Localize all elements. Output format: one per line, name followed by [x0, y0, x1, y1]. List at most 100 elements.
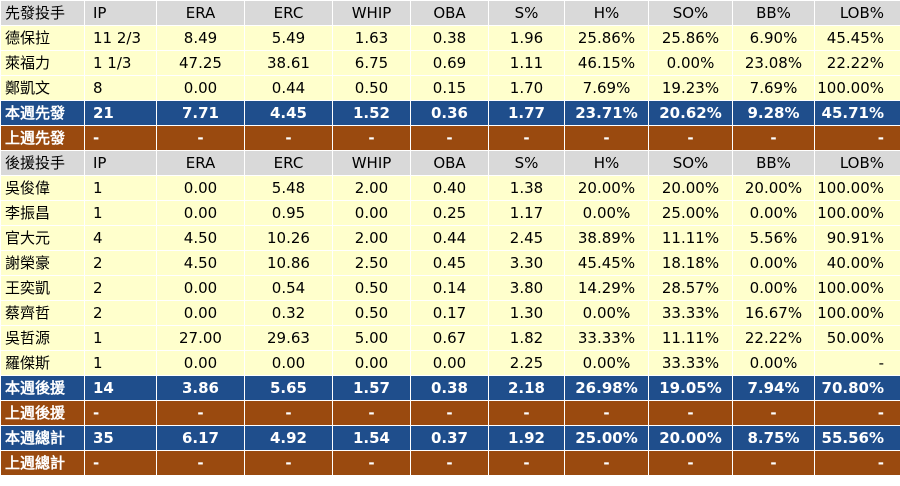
so-cell: 28.57% [648, 275, 733, 301]
reliever-row: 李振昌 1 0.00 0.95 0.00 0.25 1.17 0.00% 25.00% 0.00%… [0, 200, 900, 226]
ip-cell: 35 [84, 425, 157, 451]
oba-cell: 0.67 [410, 325, 489, 351]
ip-cell: 1 [84, 200, 157, 226]
ip-cell: 2 [84, 275, 157, 301]
relievers-prev-week-row: 上週後援 - - - - - - - - - - [0, 400, 900, 426]
h-cell: 0.00% [564, 200, 649, 226]
s-cell: 1.96 [488, 25, 565, 51]
lob-cell: 100.00% [814, 300, 900, 326]
row-label: 本週後援 [0, 375, 85, 401]
starter-row: 德保拉 11 2/3 8.49 5.49 1.63 0.38 1.96 25.86% 25.86… [0, 25, 900, 51]
bb-cell: 9.28% [732, 100, 815, 126]
row-label: 謝榮豪 [0, 250, 85, 276]
oba-cell: 0.38 [410, 25, 489, 51]
h-cell: 33.33% [564, 325, 649, 351]
bb-cell: - [732, 450, 815, 476]
era-cell: 0.00 [156, 175, 245, 201]
s-cell: - [488, 400, 565, 426]
so-cell: 18.18% [648, 250, 733, 276]
bb-cell: 7.69% [732, 75, 815, 101]
whip-cell: - [332, 450, 411, 476]
so-cell: 20.00% [648, 175, 733, 201]
column-header-oba: OBA [410, 0, 489, 26]
so-cell: 20.62% [648, 100, 733, 126]
oba-cell: 0.38 [410, 375, 489, 401]
bb-cell: 5.56% [732, 225, 815, 251]
column-header-whip: WHIP [332, 0, 411, 26]
starters-week-total-row: 本週先發 21 7.71 4.45 1.52 0.36 1.77 23.71% 20.62% 9.… [0, 100, 900, 126]
reliever-row: 王奕凱 2 0.00 0.54 0.50 0.14 3.80 14.29% 28.57% 0.00… [0, 275, 900, 301]
oba-cell: 0.45 [410, 250, 489, 276]
whip-cell: 0.00 [332, 200, 411, 226]
oba-cell: 0.17 [410, 300, 489, 326]
column-header-lob: LOB% [814, 0, 900, 26]
era-cell: 0.00 [156, 200, 245, 226]
reliever-row: 蔡齊哲 2 0.00 0.32 0.50 0.17 1.30 0.00% 33.33% 16.67… [0, 300, 900, 326]
column-header-h: H% [564, 150, 649, 176]
s-cell: 2.45 [488, 225, 565, 251]
s-cell: 1.30 [488, 300, 565, 326]
starter-row: 鄭凱文 8 0.00 0.44 0.50 0.15 1.70 7.69% 19.23% 7.69%… [0, 75, 900, 101]
lob-cell: - [814, 125, 900, 151]
bb-cell: - [732, 125, 815, 151]
row-label: 官大元 [0, 225, 85, 251]
so-cell: 33.33% [648, 350, 733, 376]
so-cell: 33.33% [648, 300, 733, 326]
erc-cell: 5.48 [244, 175, 333, 201]
column-header-lob: LOB% [814, 150, 900, 176]
era-cell: 0.00 [156, 275, 245, 301]
erc-cell: 5.49 [244, 25, 333, 51]
reliever-row: 吳哲源 1 27.00 29.63 5.00 0.67 1.82 33.33% 11.11% 22… [0, 325, 900, 351]
column-header-erc: ERC [244, 150, 333, 176]
whip-cell: - [332, 125, 411, 151]
whip-cell: 0.50 [332, 275, 411, 301]
lob-cell: 70.80% [814, 375, 900, 401]
bb-cell: 7.94% [732, 375, 815, 401]
column-header-h: H% [564, 0, 649, 26]
column-header-s: S% [488, 0, 565, 26]
so-cell: 11.11% [648, 325, 733, 351]
h-cell: 26.98% [564, 375, 649, 401]
era-cell: 0.00 [156, 75, 245, 101]
oba-cell: 0.36 [410, 100, 489, 126]
s-cell: 2.25 [488, 350, 565, 376]
so-cell: 11.11% [648, 225, 733, 251]
oba-cell: - [410, 450, 489, 476]
column-header-ip: IP [84, 0, 157, 26]
erc-cell: 4.92 [244, 425, 333, 451]
erc-cell: - [244, 125, 333, 151]
whip-cell: 2.00 [332, 225, 411, 251]
ip-cell: 8 [84, 75, 157, 101]
lob-cell: 45.45% [814, 25, 900, 51]
whip-cell: 1.52 [332, 100, 411, 126]
so-cell: 0.00% [648, 50, 733, 76]
ip-cell: 1 [84, 350, 157, 376]
ip-cell: - [84, 125, 157, 151]
oba-cell: - [410, 400, 489, 426]
h-cell: 45.45% [564, 250, 649, 276]
so-cell: - [648, 450, 733, 476]
column-header-erc: ERC [244, 0, 333, 26]
column-header-era: ERA [156, 150, 245, 176]
bb-cell: 6.90% [732, 25, 815, 51]
whip-cell: 1.63 [332, 25, 411, 51]
bb-cell: 23.08% [732, 50, 815, 76]
whip-cell: 2.00 [332, 175, 411, 201]
reliever-row: 羅傑斯 1 0.00 0.00 0.00 0.00 2.25 0.00% 33.33% 0.00%… [0, 350, 900, 376]
so-cell: 19.05% [648, 375, 733, 401]
whip-cell: 0.00 [332, 350, 411, 376]
so-cell: - [648, 400, 733, 426]
h-cell: 46.15% [564, 50, 649, 76]
reliever-row: 吳俊偉 1 0.00 5.48 2.00 0.40 1.38 20.00% 20.00% 20.0… [0, 175, 900, 201]
lob-cell: 100.00% [814, 275, 900, 301]
row-label: 吳俊偉 [0, 175, 85, 201]
erc-cell: 10.26 [244, 225, 333, 251]
bb-cell: 16.67% [732, 300, 815, 326]
so-cell: 25.86% [648, 25, 733, 51]
ip-cell: 1 [84, 175, 157, 201]
so-cell: - [648, 125, 733, 151]
starters-header-row: 先發投手 IP ERA ERC WHIP OBA S% H% SO% BB% LOB% [0, 0, 900, 26]
ip-cell: 11 2/3 [84, 25, 157, 51]
h-cell: - [564, 400, 649, 426]
column-header-s: S% [488, 150, 565, 176]
